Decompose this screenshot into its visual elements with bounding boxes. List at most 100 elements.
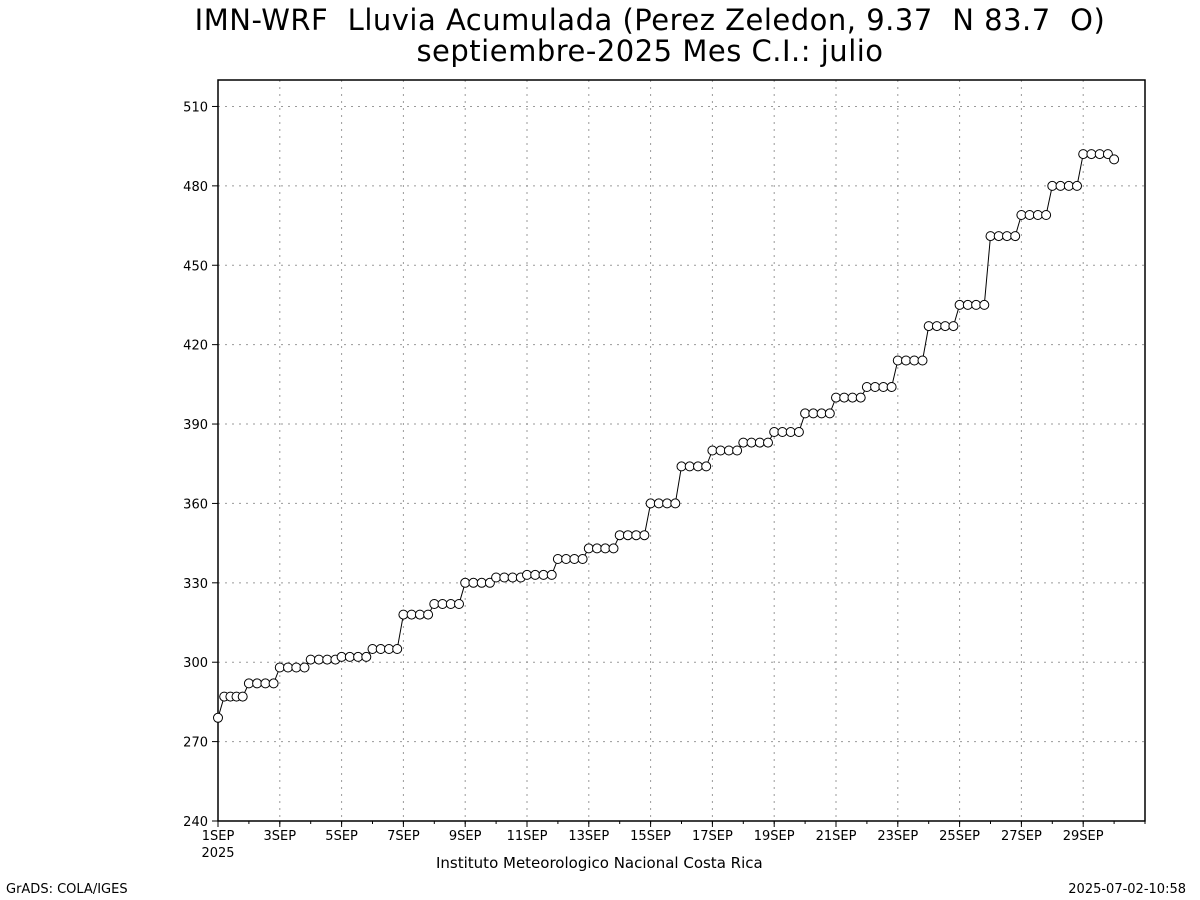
data-point (384, 644, 394, 654)
axes: 240 270 300 330 360 390 420 450 480 510 1SEP 3SEP 5S… (183, 100, 1146, 861)
data-point (831, 392, 841, 403)
data-point (336, 651, 347, 662)
data-point (299, 662, 310, 673)
series-accumulated-rain (213, 149, 1120, 723)
data-point (676, 461, 687, 472)
data-point (948, 321, 959, 332)
data-point (707, 445, 718, 456)
y-tick-label: 360 (183, 497, 208, 512)
data-point (962, 299, 973, 310)
data-point (213, 712, 223, 723)
data-point (429, 599, 440, 609)
data-point (530, 569, 541, 580)
data-point (283, 662, 293, 673)
x-tick-label: 29SEP (1063, 829, 1104, 844)
footer-timestamp: 2025-07-02-10:58 (1068, 882, 1186, 897)
data-point (777, 427, 788, 437)
x-tick-label: 19SEP (754, 829, 795, 844)
data-point (367, 644, 378, 654)
grid (217, 80, 1145, 822)
data-point (746, 437, 757, 448)
footer-software-credit: GrADS: COLA/IGES (6, 882, 128, 897)
data-point (684, 461, 695, 472)
x-tick-label: 21SEP (816, 829, 857, 844)
data-point (917, 355, 928, 366)
data-point (738, 437, 749, 448)
x-tick-label: 3SEP (264, 829, 297, 844)
data-point (499, 572, 510, 583)
data-point (901, 355, 911, 366)
data-point (670, 498, 681, 509)
data-point (824, 408, 835, 419)
data-point (701, 461, 712, 472)
data-point (600, 543, 611, 554)
data-point (800, 408, 811, 419)
data-point (785, 427, 796, 437)
data-point (445, 599, 456, 609)
data-point (454, 599, 464, 609)
y-tick-label: 300 (183, 656, 208, 671)
data-point (252, 678, 263, 689)
data-point (437, 599, 448, 609)
data-point (592, 543, 602, 554)
data-point (662, 498, 673, 509)
data-point (1072, 180, 1082, 191)
data-point (715, 445, 726, 456)
data-point (878, 382, 889, 392)
x-tick-label: 13SEP (568, 829, 609, 844)
data-point (1094, 149, 1105, 160)
data-point (608, 543, 619, 554)
data-point (522, 569, 532, 580)
data-point (552, 554, 563, 564)
chart-subtitle: septiembre-2025 Mes C.I.: julio (416, 34, 884, 68)
data-point (546, 569, 557, 580)
y-tick-label: 420 (183, 339, 208, 354)
data-point (754, 437, 765, 448)
data-point (693, 461, 703, 472)
x-tick-label: 5SEP (325, 829, 358, 844)
x-tick-label: 1SEP (202, 829, 235, 844)
data-point (1024, 210, 1035, 220)
y-tick-label: 510 (183, 100, 208, 115)
data-point (909, 355, 920, 366)
data-point (847, 392, 858, 403)
data-point (460, 577, 471, 588)
data-point (313, 654, 324, 665)
data-point (414, 609, 425, 620)
data-point (1016, 210, 1027, 220)
data-point (1055, 180, 1066, 191)
data-point (268, 678, 279, 689)
x-tick-label: 7SEP (387, 829, 420, 844)
data-point (361, 651, 372, 662)
data-point (645, 498, 656, 509)
data-point (763, 437, 773, 448)
data-point (237, 691, 248, 702)
data-point (923, 321, 934, 332)
data-point (954, 299, 965, 310)
data-point (569, 554, 580, 564)
footer-institution: Instituto Meteorologico Nacional Costa R… (436, 854, 763, 872)
data-point (538, 569, 549, 580)
data-point (398, 609, 409, 620)
x-tick-label: 27SEP (1001, 829, 1042, 844)
data-point (291, 662, 302, 673)
data-point (1002, 231, 1012, 242)
data-point (886, 382, 897, 392)
data-point (353, 651, 364, 662)
series-line (217, 153, 1115, 718)
data-point (723, 445, 734, 456)
data-point (1063, 180, 1074, 191)
data-point (1047, 180, 1058, 191)
data-point (577, 554, 588, 564)
data-point (491, 572, 502, 583)
y-tick-label: 450 (183, 259, 208, 274)
data-point (839, 392, 850, 403)
data-point (793, 427, 804, 437)
data-point (561, 554, 572, 564)
data-point (322, 654, 333, 665)
y-tick-label: 330 (183, 577, 208, 592)
data-point (931, 321, 942, 332)
x-tick-label: 9SEP (449, 829, 482, 844)
chart-title: IMN-WRF Lluvia Acumulada (Perez Zeledon,… (194, 3, 1106, 37)
